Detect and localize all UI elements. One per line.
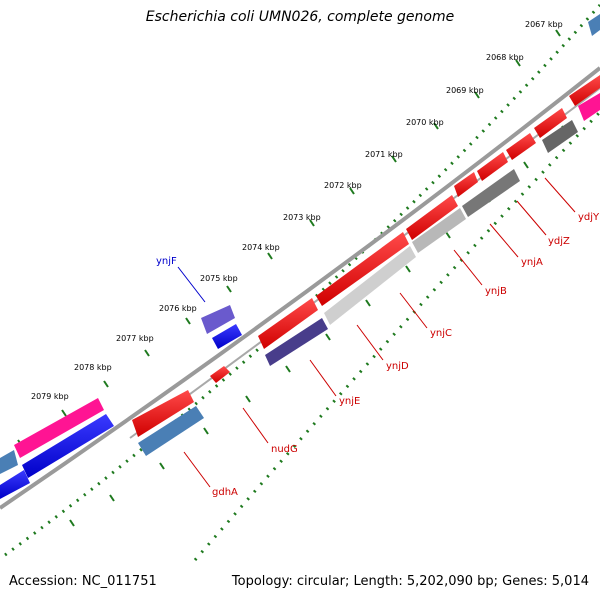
gene-label: ynjB — [485, 286, 507, 297]
gene-label: ynjC — [430, 328, 452, 339]
gene-arrow — [477, 152, 508, 181]
gene-arrow — [454, 172, 478, 197]
gene-label: nudG — [271, 444, 298, 455]
kbp-label: 2074 kbp — [242, 243, 280, 252]
scale-labels: 2067 kbp 2068 kbp 2069 kbp 2070 kbp 2071… — [31, 20, 563, 401]
gene-arrow — [542, 120, 578, 153]
gene-labels: ydjY ydjZ ynjA ynjB ynjC ynjD ynjE nudG … — [156, 212, 600, 498]
gene-label: gdhA — [212, 487, 238, 498]
gene-label: ynjD — [386, 361, 409, 372]
reverse-strand-genes — [0, 93, 600, 499]
gene-arrow — [22, 414, 114, 478]
gene-arrow — [0, 470, 30, 499]
genome-summary-text: Topology: circular; Length: 5,202,090 bp… — [231, 574, 589, 589]
gene-label: ynjF — [156, 256, 177, 267]
kbp-label: 2075 kbp — [200, 274, 238, 283]
accession-text: Accession: NC_011751 — [9, 574, 157, 589]
kbp-label: 2077 kbp — [116, 334, 154, 343]
gene-arrow — [132, 390, 194, 437]
gene-arrow — [0, 450, 18, 474]
gene-arrow — [212, 324, 242, 349]
gene-arrow — [201, 305, 235, 334]
gene-arrow — [534, 108, 567, 138]
outer-tick-ring — [4, 3, 600, 557]
kbp-label: 2073 kbp — [283, 213, 321, 222]
gene-arrow — [138, 406, 204, 456]
gene-label: ydjY — [578, 212, 600, 223]
kbp-label: 2071 kbp — [365, 150, 403, 159]
gene-arrow — [316, 232, 409, 306]
kbp-label: 2072 kbp — [324, 181, 362, 190]
gene-label: ynjA — [521, 257, 543, 268]
gene-arrow — [14, 398, 104, 458]
inner-tick-ring — [193, 110, 600, 561]
gene-label: ynjE — [339, 396, 360, 407]
kbp-label: 2070 kbp — [406, 118, 444, 127]
genome-backbone — [0, 66, 600, 510]
kbp-label: 2069 kbp — [446, 86, 484, 95]
forward-strand-genes — [0, 14, 600, 474]
gene-arrow — [406, 195, 458, 240]
outer-major-ticks — [17, 29, 561, 447]
gene-arrow — [506, 133, 536, 160]
kbp-label: 2076 kbp — [159, 304, 197, 313]
gene-arrow — [569, 75, 600, 106]
kbp-label: 2078 kbp — [74, 363, 112, 372]
gene-arrow — [412, 208, 466, 253]
gene-label: ydjZ — [548, 236, 570, 247]
gene-arrow — [210, 366, 230, 383]
gene-arrow — [265, 318, 328, 366]
kbp-label: 2068 kbp — [486, 53, 524, 62]
gene-arrow — [324, 246, 416, 325]
map-title: Escherichia coli UMN026, complete genome — [145, 9, 455, 25]
gene-arrow — [258, 298, 318, 349]
kbp-label: 2067 kbp — [525, 20, 563, 29]
gene-arrow — [588, 14, 600, 36]
label-leaders — [177, 177, 576, 488]
kbp-label: 2079 kbp — [31, 392, 69, 401]
gene-arrow — [462, 169, 520, 217]
gene-arrow — [578, 93, 600, 121]
